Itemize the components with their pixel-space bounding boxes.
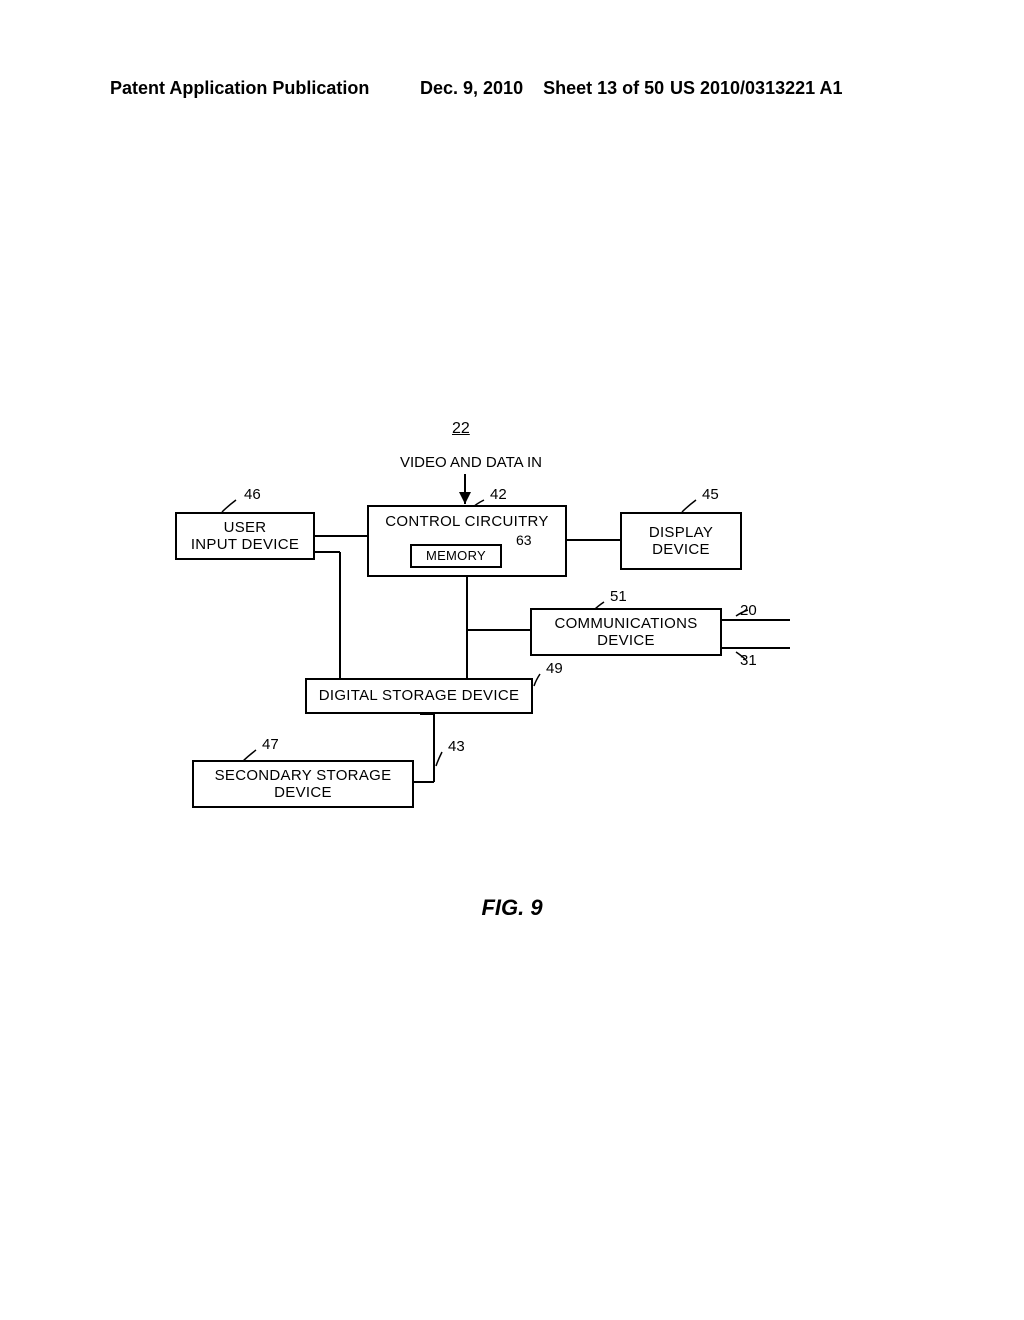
header-sheet: Sheet 13 of 50 [543,78,664,98]
communications-device-text: COMMUNICATIONS DEVICE [554,615,697,650]
ref-51: 51 [610,588,627,605]
digital-storage-device-box: DIGITAL STORAGE DEVICE [305,678,533,714]
header-pubno: US 2010/0313221 A1 [670,78,842,99]
ref-42: 42 [490,486,507,503]
ref-45: 45 [702,486,719,503]
ref-63: 63 [516,532,532,548]
memory-text: MEMORY [426,549,486,564]
display-device-box: DISPLAY DEVICE [620,512,742,570]
ref-49: 49 [546,660,563,677]
header-mid: Dec. 9, 2010 Sheet 13 of 50 [420,78,664,99]
header-left: Patent Application Publication [110,78,369,99]
secondary-storage-device-text: SECONDARY STORAGE DEVICE [215,767,392,802]
secondary-storage-device-box: SECONDARY STORAGE DEVICE [192,760,414,808]
memory-box: MEMORY [410,544,502,568]
display-device-text: DISPLAY DEVICE [649,524,713,559]
figure-caption: FIG. 9 [0,895,1024,921]
ref-20: 20 [740,602,757,619]
page: Patent Application Publication Dec. 9, 2… [0,0,1024,1320]
digital-storage-device-text: DIGITAL STORAGE DEVICE [319,687,520,704]
ref-47: 47 [262,736,279,753]
user-input-device-box: USER INPUT DEVICE [175,512,315,560]
header-date: Dec. 9, 2010 [420,78,523,98]
connectors [0,0,1024,1320]
communications-device-box: COMMUNICATIONS DEVICE [530,608,722,656]
figure-ref-22: 22 [452,420,470,438]
control-circuitry-text: CONTROL CIRCUITRY [385,513,548,530]
video-data-in-label: VIDEO AND DATA IN [400,454,542,471]
user-input-device-text: USER INPUT DEVICE [191,519,299,554]
ref-43: 43 [448,738,465,755]
ref-46: 46 [244,486,261,503]
ref-31: 31 [740,652,757,669]
